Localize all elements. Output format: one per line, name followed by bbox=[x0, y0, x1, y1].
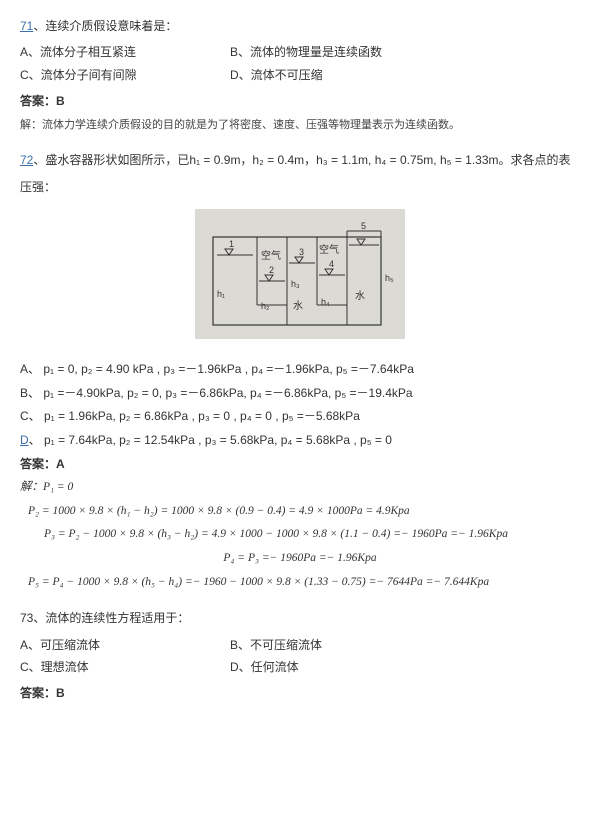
option-d: D、任何流体 bbox=[230, 657, 440, 677]
air-label-2: 空气 bbox=[319, 243, 339, 256]
container-diagram: 1 2 3 4 5 空气 空气 水 水 h₁ h₂ h₃ h₄ h₅ bbox=[195, 209, 405, 339]
question-stem: 、流体的连续性方程适用于： bbox=[33, 611, 189, 625]
pt1: 1 bbox=[229, 239, 234, 249]
question-71: 71、连续介质假设意味着是： bbox=[20, 16, 580, 36]
options-71: A、流体分子相互紧连 B、流体的物理量是连续函数 C、流体分子间有间隙 D、流体… bbox=[20, 42, 580, 87]
diagram-72: 1 2 3 4 5 空气 空气 水 水 h₁ h₂ h₃ h₄ h₅ bbox=[20, 209, 580, 345]
option-b: B、流体的物理量是连续函数 bbox=[230, 42, 440, 62]
h3-label: h₃ bbox=[291, 279, 300, 289]
question-number: 73 bbox=[20, 611, 33, 625]
h2-label: h₂ bbox=[261, 301, 270, 311]
solution-line-2: P₃ = P₂ − 1000 × 9.8 × (h₃ − h₂) = 4.9 ×… bbox=[44, 525, 580, 545]
air-label-1: 空气 bbox=[261, 249, 281, 262]
h1-label: h₁ bbox=[217, 289, 225, 299]
question-stem: 、连续介质假设意味着是： bbox=[33, 19, 177, 33]
option-a: A、流体分子相互紧连 bbox=[20, 42, 230, 62]
option-b-72: B、 p₁ =－4.90kPa, p₂ = 0, p₃ =－6.86kPa, p… bbox=[20, 383, 580, 403]
option-c: C、理想流体 bbox=[20, 657, 230, 677]
explanation-71: 解：流体力学连续介质假设的目的就是为了将密度、速度、压强等物理量表示为连续函数。 bbox=[20, 116, 580, 135]
option-c-72: C、 p₁ = 1.96kPa, p₂ = 6.86kPa , p₃ = 0 ,… bbox=[20, 406, 580, 426]
question-73: 73、流体的连续性方程适用于： bbox=[20, 608, 580, 628]
option-a: A、可压缩流体 bbox=[20, 635, 230, 655]
answer-71: 答案：B bbox=[20, 91, 580, 111]
answer-72: 答案：A bbox=[20, 454, 580, 474]
water-label-1: 水 bbox=[293, 300, 303, 312]
option-b: B、不可压缩流体 bbox=[230, 635, 440, 655]
question-number: 72 bbox=[20, 153, 33, 167]
pt3: 3 bbox=[299, 247, 304, 257]
option-c: C、流体分子间有间隙 bbox=[20, 65, 230, 85]
option-d-72: DD、 p₁ = 7.64kPa, p₂ = 12.54kPa , p₃ = 5… bbox=[20, 430, 580, 450]
question-stem: 、盛水容器形状如图所示，已h₁ = 0.9m，h₂ = 0.4m，h₃ = 1.… bbox=[33, 153, 570, 167]
option-d: D、流体不可压缩 bbox=[230, 65, 440, 85]
h5-label: h₅ bbox=[385, 273, 394, 283]
answer-73: 答案：B bbox=[20, 683, 580, 703]
question-stem-cont: 压强： bbox=[20, 177, 580, 197]
pt4: 4 bbox=[329, 259, 334, 269]
solution-line-1: P₂ = 1000 × 9.8 × (h₁ − h₂) = 1000 × 9.8… bbox=[28, 502, 580, 522]
water-label-2: 水 bbox=[355, 290, 365, 302]
solution-line-3: P₄ = P₃ =− 1960Pa =− 1.96Kpa bbox=[20, 549, 580, 569]
solution-line-0: 解：P₁ = 0 bbox=[20, 478, 580, 498]
pt2: 2 bbox=[269, 265, 274, 275]
question-72: 72、盛水容器形状如图所示，已h₁ = 0.9m，h₂ = 0.4m，h₃ = … bbox=[20, 150, 580, 170]
solution-line-4: P₅ = P₄ − 1000 × 9.8 × (h₅ − h₄) =− 1960… bbox=[28, 573, 580, 593]
pt5: 5 bbox=[361, 221, 366, 231]
question-number: 71 bbox=[20, 19, 33, 33]
options-73: A、可压缩流体 B、不可压缩流体 C、理想流体 D、任何流体 bbox=[20, 635, 580, 680]
option-a-72: A、 p₁ = 0, p₂ = 4.90 kPa , p₃ =－1.96kPa … bbox=[20, 359, 580, 379]
